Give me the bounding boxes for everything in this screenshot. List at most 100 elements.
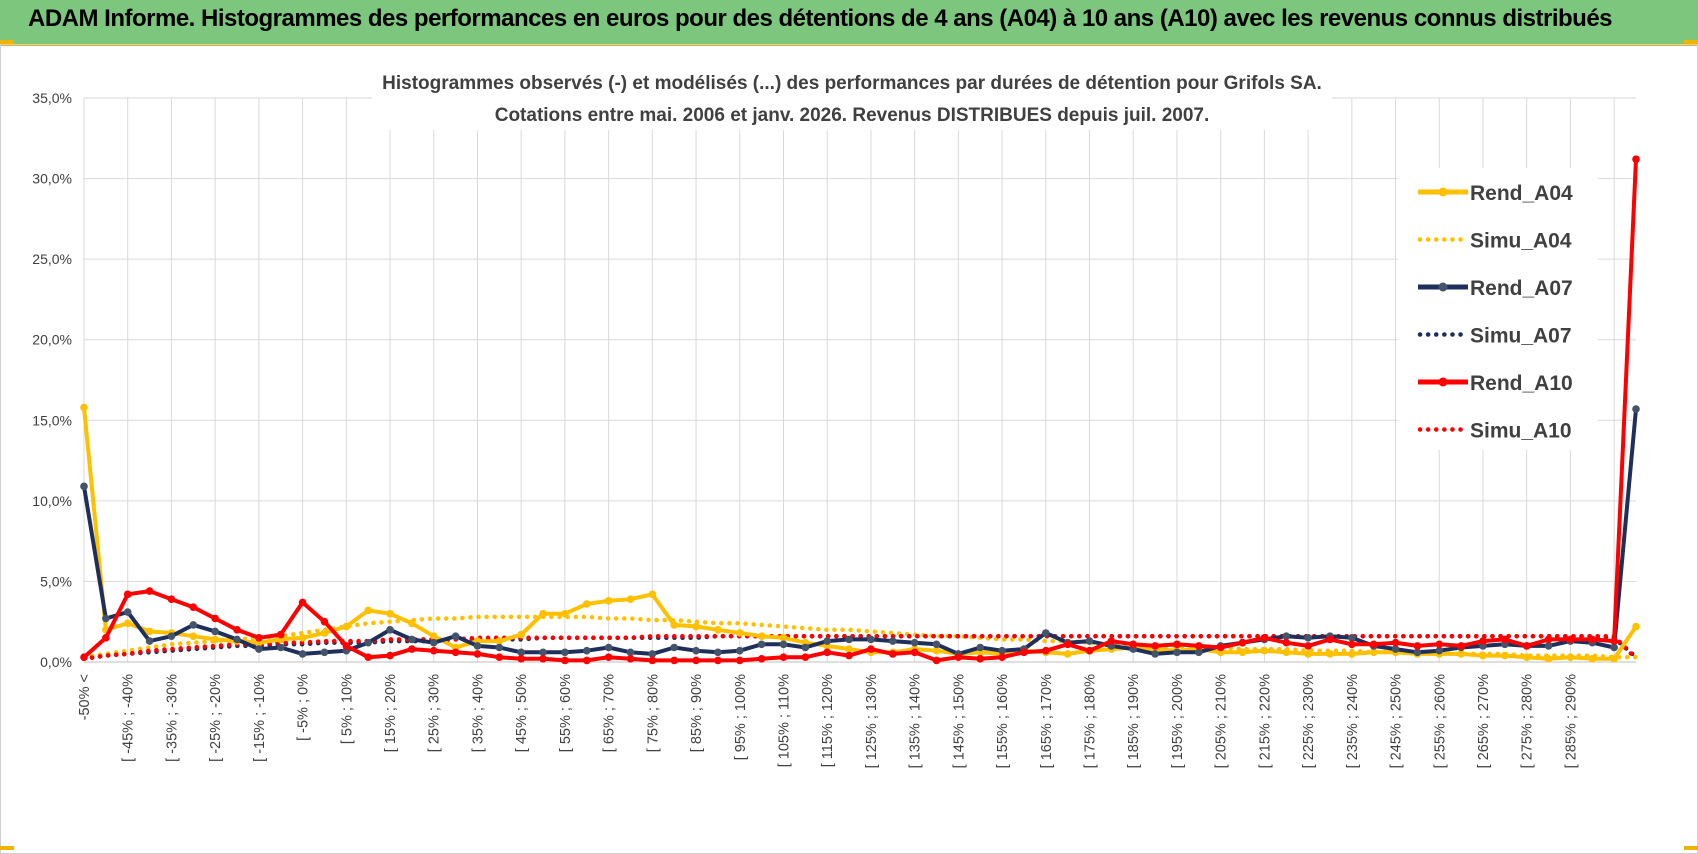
data-point xyxy=(1304,642,1312,650)
data-point xyxy=(976,654,985,663)
data-point xyxy=(1063,650,1072,658)
data-point xyxy=(539,654,547,663)
data-point xyxy=(735,646,744,655)
data-point xyxy=(1063,640,1072,649)
legend-marker xyxy=(1438,187,1448,197)
x-tick-label: [ 165% ; 170% xyxy=(1039,674,1055,768)
chart-title: Histogrammes observés (-) et modélisés (… xyxy=(382,73,1322,94)
y-tick-label: 30,0% xyxy=(32,171,72,187)
data-point xyxy=(1566,653,1575,661)
series-rend-a10 xyxy=(80,155,1640,665)
data-point xyxy=(1501,635,1509,644)
data-point xyxy=(1173,640,1181,649)
y-tick-label: 0,0% xyxy=(40,654,72,670)
data-point xyxy=(211,614,219,623)
data-point xyxy=(298,650,307,658)
data-point xyxy=(1282,632,1291,641)
data-point xyxy=(779,653,788,661)
data-point xyxy=(145,587,154,595)
data-point xyxy=(867,635,875,644)
chart-title-backdrop xyxy=(372,66,1332,130)
data-point xyxy=(779,634,788,642)
data-point xyxy=(582,646,591,655)
data-point xyxy=(320,648,329,657)
x-tick-label: [ 215% ; 220% xyxy=(1257,674,1273,768)
data-point xyxy=(473,650,482,658)
x-tick-label: [ -5% ; 0% xyxy=(296,674,312,741)
data-point xyxy=(932,656,941,665)
data-point xyxy=(648,656,657,665)
data-point xyxy=(1348,634,1356,642)
data-point xyxy=(408,635,416,644)
data-point xyxy=(976,643,985,652)
data-point xyxy=(867,645,875,653)
data-point xyxy=(495,637,504,645)
data-point xyxy=(801,653,810,661)
data-point xyxy=(80,403,88,412)
data-point xyxy=(1413,642,1422,650)
x-tick-label: [ 75% ; 80% xyxy=(645,674,661,752)
data-point xyxy=(1348,640,1356,649)
data-point xyxy=(823,648,832,657)
data-point xyxy=(1326,635,1334,644)
data-point xyxy=(211,627,219,636)
data-point xyxy=(364,653,372,661)
data-point xyxy=(386,651,394,660)
legend-marker xyxy=(1438,377,1448,387)
data-point xyxy=(255,634,263,642)
gridlines xyxy=(83,97,1636,663)
data-point xyxy=(648,590,657,599)
data-point xyxy=(1151,650,1159,658)
data-point xyxy=(1501,651,1509,660)
x-tick-label: -50% < xyxy=(77,674,93,720)
x-tick-label: [ 245% ; 250% xyxy=(1389,674,1405,768)
y-axis-ticks: 0,0% 5,0% 10,0% 15,0% 20,0% 25,0% 30,0% 35,0% xyxy=(32,90,72,670)
data-point xyxy=(604,643,613,652)
data-point xyxy=(429,632,438,641)
legend-item-simu-a10: Simu_A10 xyxy=(1417,420,1572,443)
data-point xyxy=(1391,638,1400,647)
data-point xyxy=(189,632,198,641)
y-tick-label: 15,0% xyxy=(32,412,72,428)
data-point xyxy=(1020,648,1028,657)
data-point xyxy=(517,648,525,657)
data-point xyxy=(1326,650,1334,658)
data-point xyxy=(1042,646,1050,655)
x-tick-label: [ 5% ; 10% xyxy=(339,674,355,744)
data-point xyxy=(451,632,460,641)
data-point xyxy=(1282,648,1291,657)
data-point xyxy=(320,617,329,626)
legend-item-rend-a10: Rend_A10 xyxy=(1418,372,1573,395)
legend-label: Rend_A10 xyxy=(1470,372,1573,395)
x-tick-label: [ 115% ; 120% xyxy=(820,674,836,767)
data-point xyxy=(1544,635,1553,644)
x-tick-label: [ 175% ; 180% xyxy=(1083,674,1099,768)
data-point xyxy=(539,648,547,657)
data-point xyxy=(495,653,504,661)
data-point xyxy=(1632,155,1640,164)
data-point xyxy=(123,608,132,616)
data-point xyxy=(1522,653,1531,661)
data-point xyxy=(80,482,88,491)
data-point xyxy=(998,646,1006,655)
x-tick-label: [ 225% ; 230% xyxy=(1301,674,1317,768)
data-point xyxy=(145,627,154,636)
report-title: ADAM Informe. Histogrammes des performan… xyxy=(28,5,1613,32)
data-point xyxy=(517,654,525,663)
legend-label: Rend_A07 xyxy=(1470,277,1573,300)
data-point xyxy=(648,650,657,658)
y-tick-label: 25,0% xyxy=(32,251,72,267)
legend-label: Rend_A04 xyxy=(1470,182,1573,205)
y-tick-label: 35,0% xyxy=(32,90,72,106)
data-point xyxy=(561,648,569,657)
data-point xyxy=(735,656,744,665)
data-point xyxy=(1544,654,1553,663)
data-point xyxy=(1479,651,1487,660)
x-tick-label: [ -35% ; -30% xyxy=(164,674,180,762)
data-point xyxy=(582,656,591,665)
data-point xyxy=(1413,648,1422,657)
x-axis-ticks: -50% < [ -45% ; -40% [ -35% ; -30% [ -25% ;… xyxy=(77,674,1579,768)
data-point xyxy=(910,638,919,647)
data-point xyxy=(910,648,919,657)
